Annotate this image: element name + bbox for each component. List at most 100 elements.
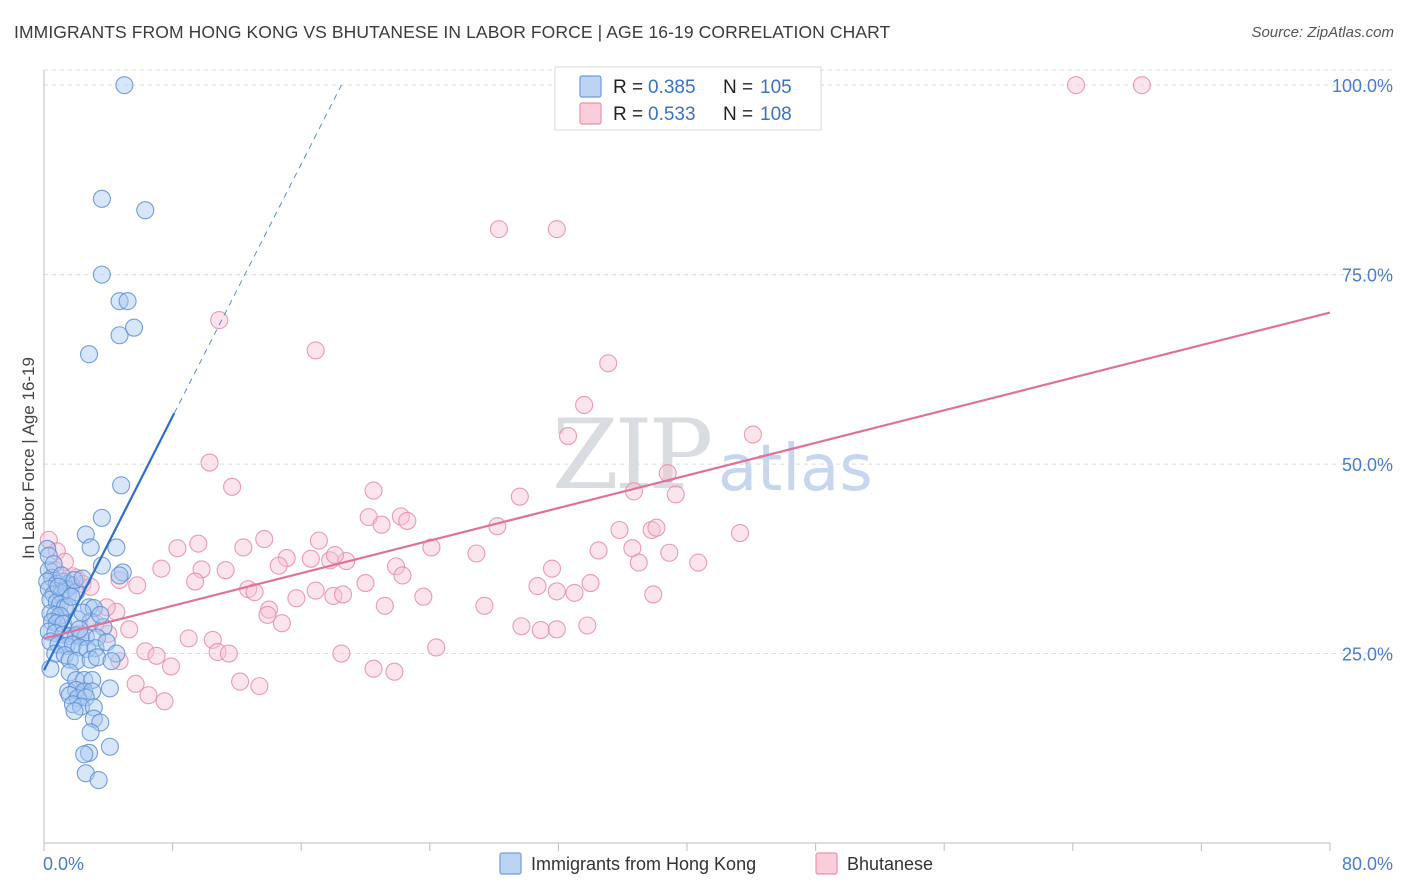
hong-kong-point: [81, 723, 100, 742]
bhutanese-point: [245, 583, 264, 602]
bhutanese-point: [660, 543, 679, 562]
hong-kong-point: [65, 702, 84, 721]
bhutanese-point: [644, 585, 663, 604]
hong-kong-point: [91, 713, 110, 732]
bhutanese-point: [332, 644, 351, 663]
bhutanese-point: [743, 425, 762, 444]
hong-kong-point: [110, 566, 129, 585]
bhutanese-point: [475, 596, 494, 615]
bhutanese-point: [393, 566, 412, 585]
bhutanese-point: [488, 517, 507, 536]
bhutanese-point: [208, 642, 227, 662]
hong-kong-point: [38, 539, 57, 559]
bhutanese-point: [510, 487, 529, 506]
legend-n-label-2: N =: [723, 104, 753, 125]
bhutanese-point: [427, 638, 446, 657]
bhutanese-point: [467, 544, 486, 563]
bhutanese-point: [581, 574, 600, 593]
bhutanese-point: [599, 354, 618, 373]
bhutanese-point: [386, 557, 406, 576]
bhutanese-point: [324, 586, 343, 605]
stats-legend: R = 0.385 N = 105 R = 0.533 N = 108: [554, 66, 822, 131]
y-axis-label: In Labor Force | Age 16-19: [19, 357, 38, 559]
bhutanese-point: [372, 515, 391, 534]
x-tick-max: 80.0%: [1342, 854, 1393, 874]
bhutanese-point: [629, 553, 648, 572]
legend-r-label-1: R =: [613, 77, 643, 98]
series-label-hong-kong: Immigrants from Hong Kong: [531, 854, 756, 874]
y-tick-50: 50.0%: [1342, 455, 1393, 475]
hong-kong-point: [67, 652, 86, 671]
bhutanese-point: [325, 545, 345, 565]
hong-kong-point: [113, 563, 132, 582]
bhutanese-point: [1066, 76, 1086, 95]
hong-kong-point: [107, 538, 126, 557]
series-legend: Immigrants from Hong Kong Bhutanese: [499, 852, 933, 875]
bhutanese-point: [375, 596, 394, 615]
bhutanese-point: [575, 395, 594, 415]
legend-r-label-2: R =: [613, 104, 643, 125]
hong-kong-point: [71, 697, 91, 716]
legend-n-value-2: 108: [760, 104, 792, 125]
legend-n-label-1: N =: [723, 77, 753, 98]
bhutanese-point: [1132, 76, 1151, 95]
hong-kong-point: [112, 476, 131, 495]
bhutanese-point: [216, 561, 235, 580]
hong-kong-point: [110, 326, 129, 345]
legend-swatch-hong-kong: [579, 75, 602, 98]
bhutanese-point: [269, 556, 288, 575]
bhutanese-point: [398, 511, 417, 530]
bhutanese-point: [542, 559, 562, 578]
bhutanese-point: [512, 617, 531, 636]
gridlines: [44, 69, 1393, 655]
bhutanese-point: [147, 646, 166, 665]
bhutanese-point: [223, 477, 242, 496]
hong-kong-point: [92, 265, 111, 284]
axes: [43, 70, 1331, 851]
bhutanese-point: [589, 541, 608, 560]
bhutanese-point: [168, 539, 187, 558]
hong-kong-point: [84, 599, 103, 618]
trend-lines: [43, 84, 1331, 671]
hong-kong-trend-extension: [173, 84, 342, 414]
hong-kong-point: [87, 648, 107, 667]
hong-kong-point: [100, 679, 119, 698]
bhutanese-point: [578, 616, 597, 635]
hong-kong-point: [75, 745, 94, 764]
bhutanese-point: [547, 582, 566, 601]
hong-kong-point: [89, 771, 108, 790]
bhutanese-point: [309, 531, 328, 550]
hong-kong-point: [62, 587, 81, 606]
bhutanese-point: [531, 620, 550, 640]
bhutanese-point: [610, 520, 629, 540]
hong-kong-point: [60, 650, 79, 669]
hong-kong-point: [92, 508, 111, 527]
bhutanese-point: [558, 426, 578, 446]
bhutanese-point: [186, 572, 205, 591]
legend-swatch-bhutanese: [579, 102, 602, 125]
bhutanese-point: [210, 311, 229, 330]
hong-kong-point: [115, 76, 134, 95]
bhutanese-point: [547, 220, 566, 239]
bhutanese-point: [385, 662, 404, 681]
bhutanese-point: [250, 677, 269, 696]
bhutanese-point: [152, 559, 171, 578]
bhutanese-point: [126, 674, 145, 693]
watermark-atlas: atlas: [718, 432, 873, 506]
hong-kong-point: [86, 639, 105, 658]
watermark-zip: ZIP: [552, 399, 711, 511]
source-label: Source: ZipAtlas.com: [1251, 24, 1394, 41]
bhutanese-point: [422, 538, 441, 557]
series-label-bhutanese: Bhutanese: [847, 854, 933, 874]
hong-kong-point: [60, 663, 79, 682]
bhutanese-point: [565, 583, 584, 602]
bhutanese-point: [234, 538, 253, 557]
hong-kong-point: [136, 201, 155, 220]
y-tick-25: 25.0%: [1342, 645, 1393, 665]
bhutanese-point: [200, 453, 219, 472]
bhutanese-point: [356, 574, 375, 593]
y-tick-75: 75.0%: [1342, 266, 1393, 286]
hong-kong-point: [100, 737, 119, 756]
bhutanese-point: [333, 585, 353, 604]
